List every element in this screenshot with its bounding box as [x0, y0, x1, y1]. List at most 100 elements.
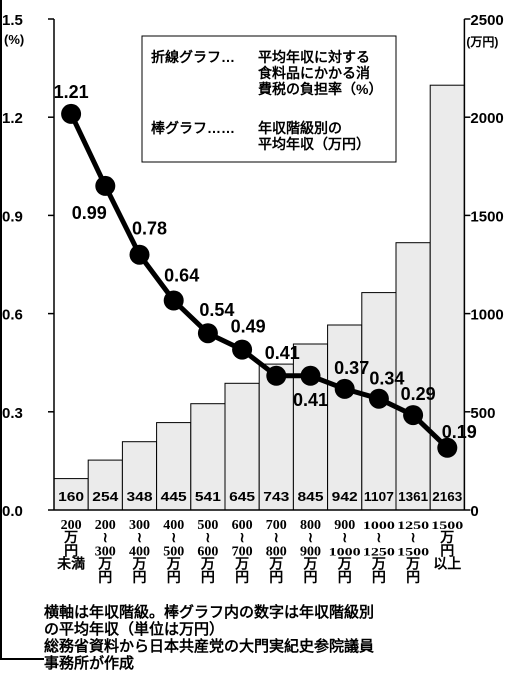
category-label: 万 — [63, 530, 78, 546]
category-label: 円 — [406, 570, 420, 586]
legend-bar-desc: 平均年収（万円） — [258, 136, 370, 152]
category-label: 500 — [197, 518, 218, 533]
category-label: ≀ — [137, 531, 142, 546]
bar-value-label: 160 — [58, 489, 84, 504]
line-value-label: 1.21 — [54, 82, 89, 102]
category-label: ≀ — [410, 531, 415, 546]
line-point — [129, 244, 150, 265]
line-point — [266, 365, 287, 386]
bar-value-label: 645 — [229, 489, 255, 504]
bar-value-label: 541 — [195, 489, 221, 504]
left-axis-unit: (%) — [4, 32, 24, 47]
bar-value-label: 1361 — [398, 489, 428, 504]
category-label: 円 — [338, 570, 352, 586]
category-label: ≀ — [205, 531, 210, 546]
category-label: 1500 — [397, 544, 429, 558]
bar-value-label: 845 — [298, 489, 324, 504]
bar — [87, 459, 123, 511]
category-label: 800 — [300, 518, 321, 533]
category-label: 700 — [232, 544, 253, 559]
bar-value-label: 2163 — [432, 489, 462, 504]
category-label: 400 — [163, 518, 184, 533]
category-label: 円 — [98, 570, 112, 586]
left-tick-label: 0.0 — [2, 503, 23, 520]
category-label: 万 — [132, 557, 147, 573]
line-point — [95, 175, 116, 196]
frame-left-border — [0, 0, 2, 660]
category-label: 万 — [268, 557, 283, 573]
category-label: 500 — [163, 544, 184, 559]
category-label: ≀ — [308, 531, 313, 546]
line-point — [232, 339, 253, 360]
left-tick-label: 0.6 — [2, 307, 23, 324]
line-value-label: 0.41 — [265, 343, 300, 363]
bar-value-label: 348 — [127, 489, 153, 504]
caption-line-1: 横軸は年収階級。棒グラフ内の数字は年収階級別 — [44, 603, 375, 621]
left-tick-label: 0.3 — [2, 405, 23, 422]
left-tick-label: 0.9 — [2, 208, 23, 225]
legend-bar-key: 棒グラフ…… — [151, 120, 235, 136]
category-label: 万 — [337, 557, 352, 573]
right-axis-unit: (万円) — [466, 35, 498, 49]
line-value-label: 0.49 — [231, 317, 266, 337]
line-value-label: 0.64 — [164, 266, 199, 286]
right-tick-label: 1500 — [470, 208, 503, 225]
category-label: 700 — [266, 518, 287, 533]
category-label: 円 — [372, 570, 386, 586]
line-value-label: 0.54 — [199, 300, 234, 320]
category-label: 円 — [133, 570, 147, 586]
line-point — [61, 103, 82, 124]
category-label: 万 — [303, 557, 318, 573]
legend-line-desc: 平均年収に対する — [258, 49, 370, 65]
category-label: 円 — [304, 570, 318, 586]
category-label: 1000 — [363, 518, 395, 532]
line-point — [163, 290, 184, 311]
category-label: ≀ — [376, 531, 381, 546]
caption-line-3: 総務省資料から日本共産党の大門実紀史参院議員 — [44, 637, 375, 655]
category-label: 800 — [266, 544, 287, 559]
category-label: 万 — [166, 557, 181, 573]
category-label: 300 — [129, 518, 150, 533]
category-label: 300 — [95, 544, 116, 559]
category-label: 万 — [97, 557, 112, 573]
category-label: 900 — [334, 518, 355, 533]
category-label: 万 — [405, 557, 420, 573]
category-label: 200 — [95, 518, 116, 533]
legend-line-key: 折線グラフ… — [151, 49, 235, 65]
category-label: 1500 — [431, 518, 463, 532]
line-point — [197, 323, 218, 344]
line-value-label: 0.19 — [442, 422, 477, 442]
bar — [224, 382, 260, 511]
left-tick-label: 1.5 — [2, 12, 23, 29]
category-label: 400 — [129, 544, 150, 559]
legend-bar-desc: 年収階級別の — [258, 120, 342, 136]
category-label: 円 — [440, 543, 454, 559]
line-point — [300, 365, 321, 386]
bar — [395, 242, 431, 511]
legend-line-desc: 費税の負担率（%） — [258, 81, 382, 97]
caption-line-2: の平均年収（単位は万円） — [44, 620, 225, 638]
category-label: 万 — [200, 557, 215, 573]
bar-value-label: 942 — [332, 489, 358, 504]
line-value-label: 0.78 — [132, 219, 167, 239]
category-label: 円 — [64, 543, 78, 559]
category-label: 以上 — [433, 557, 461, 573]
bar-value-label: 445 — [161, 489, 187, 504]
right-tick-label: 2500 — [470, 12, 503, 29]
line-point — [334, 378, 355, 399]
category-label: ≀ — [342, 531, 347, 546]
category-label: 万 — [439, 530, 454, 546]
category-label: 1250 — [363, 544, 395, 558]
bar-value-label: 254 — [92, 489, 119, 504]
category-label: 万 — [371, 557, 386, 573]
line-point — [437, 437, 458, 458]
category-label: ≀ — [239, 531, 244, 546]
category-label: 1250 — [397, 518, 429, 532]
line-point — [403, 405, 424, 426]
category-label: 900 — [300, 544, 321, 559]
right-tick-label: 500 — [470, 405, 495, 422]
right-tick-label: 2000 — [470, 110, 503, 127]
right-tick-label: 1000 — [470, 307, 503, 324]
category-label: ≀ — [171, 531, 176, 546]
category-label: ≀ — [274, 531, 279, 546]
